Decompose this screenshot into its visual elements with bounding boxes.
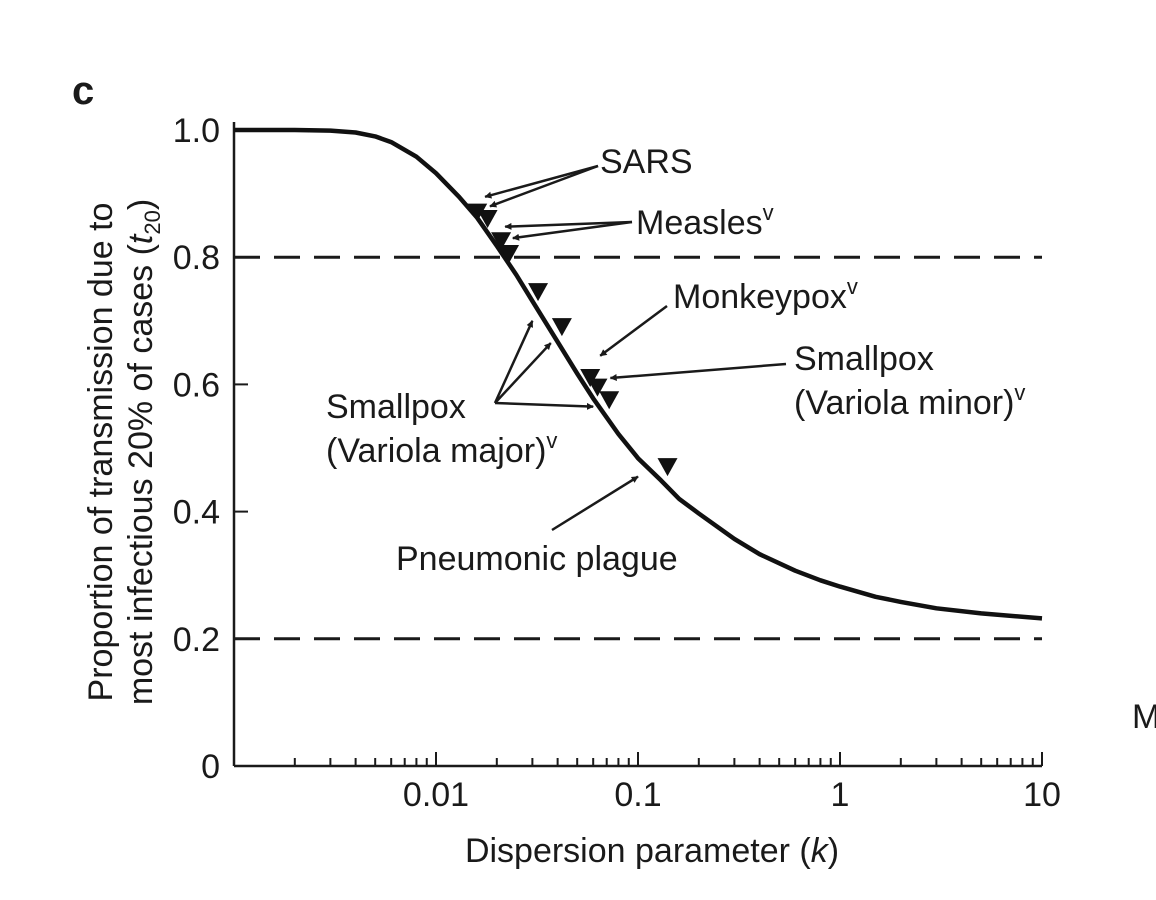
tick-labels: 0.01 0.1 1 10 0 0.2 0.4 0.6 0.8 1.0 — [173, 112, 1061, 814]
annotation-arrow — [493, 320, 534, 404]
annotation-arrow — [489, 164, 599, 208]
y-tick-label: 1.0 — [173, 112, 220, 150]
panel-label: c — [72, 69, 94, 113]
annotation-arrow — [494, 401, 594, 410]
y-axis-title-line-2: most infectious 20% of cases (t20) — [122, 199, 165, 705]
marker-sars — [477, 210, 498, 229]
annotation-arrow — [609, 362, 787, 382]
annotation-smallpox-variola-major: Smallpox — [326, 388, 466, 426]
y-axis-title-line-1: Proportion of transmission due to — [82, 203, 120, 702]
annotation-arrow — [484, 164, 599, 199]
disease-markers — [467, 203, 678, 477]
annotation-pneumonic-plague: Pneumonic plague — [396, 540, 678, 578]
annotation-arrow — [494, 342, 552, 404]
x-tick-label: 10 — [1023, 776, 1061, 814]
marker-smallpox-variola-major — [551, 318, 572, 337]
annotation-arrow — [504, 220, 633, 230]
y-tick-label: 0.8 — [173, 239, 220, 277]
y-tick-label: 0.2 — [173, 621, 220, 659]
annotation-smallpox-variola-minor: Smallpox — [794, 340, 934, 378]
annotation-arrow — [512, 220, 633, 241]
annotation-measles: Measlesv — [636, 200, 774, 242]
marker-pneumonic-plague — [657, 458, 678, 477]
annotation-arrow — [551, 475, 639, 532]
x-tick-label: 0.1 — [614, 776, 661, 814]
annotation-sars: SARS — [600, 143, 693, 181]
marker-smallpox-variola-major — [528, 283, 549, 302]
reference-lines — [234, 255, 1042, 641]
x-axis-title: Dispersion parameter (k) — [465, 832, 839, 870]
marker-smallpox-variola-major — [587, 378, 608, 397]
t20-curve — [234, 127, 1043, 621]
marker-smallpox-variola-minor — [599, 391, 620, 410]
marker-monkeypox — [580, 369, 601, 388]
y-tick-label: 0.4 — [173, 494, 220, 532]
y-tick-label: 0 — [201, 748, 220, 786]
x-tick-label: 0.01 — [403, 776, 469, 814]
annotation-arrow — [599, 304, 668, 357]
edge-text: M — [1132, 698, 1156, 736]
annotation-smallpox-variola-minor: (Variola minor)v — [794, 380, 1025, 422]
y-tick-label: 0.6 — [173, 366, 220, 404]
t20-line — [234, 127, 1043, 621]
marker-measles — [499, 245, 520, 264]
y-axis-title: Proportion of transmission due to most i… — [82, 199, 165, 705]
marker-measles — [491, 232, 512, 251]
marker-sars — [467, 203, 488, 222]
annotation-smallpox-variola-major: (Variola major)v — [326, 428, 557, 470]
annotation-monkeypox: Monkeypoxv — [673, 274, 858, 316]
tick-marks — [233, 129, 1043, 767]
x-tick-label: 1 — [831, 776, 850, 814]
